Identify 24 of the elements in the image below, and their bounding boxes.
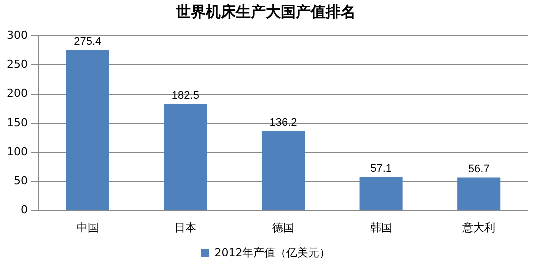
x-tick-label: 中国: [76, 221, 99, 234]
bar: [360, 178, 403, 210]
x-tick-label: 意大利: [462, 221, 496, 234]
y-tick-label: 250: [6, 58, 28, 71]
data-label: 182.5: [172, 90, 200, 102]
legend-label: 2012年产值（亿美元）: [214, 246, 331, 260]
y-tick-label: 0: [20, 204, 28, 217]
data-label: 275.4: [74, 36, 102, 48]
y-tick-label: 100: [6, 145, 28, 158]
bar: [458, 178, 501, 210]
y-tick-label: 200: [6, 87, 28, 100]
bar: [66, 50, 110, 210]
bar: [164, 104, 208, 210]
bar: [262, 131, 306, 210]
y-tick-label: 300: [6, 28, 28, 42]
chart-title: 世界机床生产大国产值排名: [175, 2, 356, 21]
x-tick-label: 日本: [174, 221, 197, 234]
x-tick-label: 韩国: [370, 221, 392, 234]
y-tick-label: 150: [6, 116, 28, 130]
y-tick-label: 50: [14, 174, 28, 188]
data-label: 136.2: [270, 116, 298, 129]
data-label: 57.1: [370, 163, 392, 176]
x-tick-label: 德国: [272, 221, 294, 234]
data-label: 56.7: [468, 163, 490, 176]
